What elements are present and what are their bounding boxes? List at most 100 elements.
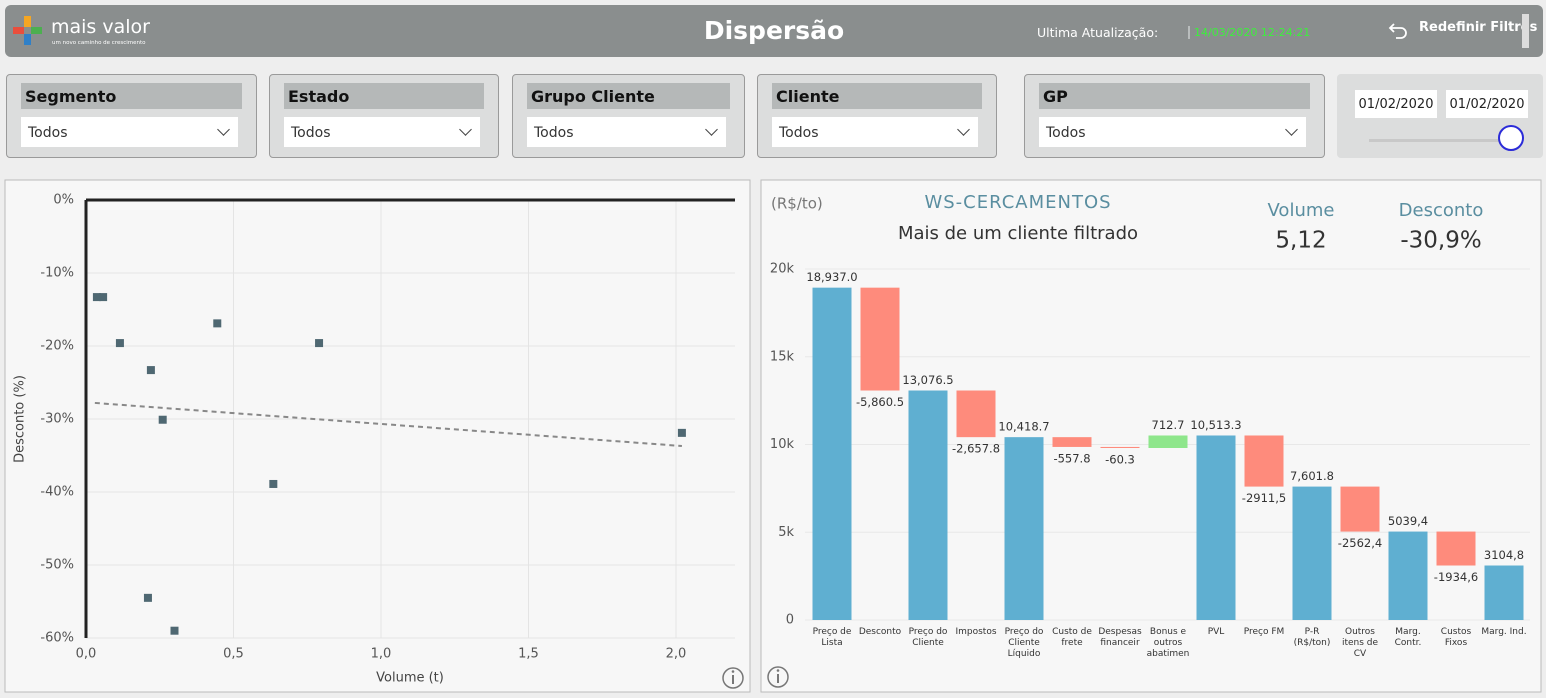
info-icon[interactable] — [767, 666, 789, 688]
kpi-label: Desconto — [1399, 200, 1484, 221]
x-tick-label: Marg. Contr. — [1394, 627, 1422, 648]
value-label: 10,513.3 — [1190, 418, 1241, 432]
filter-box: GP Todos — [1024, 74, 1325, 158]
x-tick-label-box: Desconto — [859, 627, 901, 637]
scatter-point — [170, 626, 179, 635]
bar — [1148, 435, 1188, 448]
scatter-point — [99, 293, 108, 302]
bar — [812, 287, 852, 620]
info-icon[interactable] — [722, 667, 744, 689]
update-value: 14/03/2020 12:24:21 — [1188, 26, 1310, 39]
scatter-point — [146, 366, 155, 375]
bar — [1196, 435, 1236, 620]
x-tick-label: Marg. Ind. — [1481, 627, 1527, 637]
chevron — [1285, 123, 1298, 136]
x-tick-label: 0,5 — [223, 647, 244, 662]
x-tick-label-box: Preço FM — [1243, 627, 1285, 637]
bar — [1484, 565, 1524, 620]
filter-label: Cliente — [772, 83, 982, 109]
x-tick-label-box: Custo de frete — [1052, 627, 1092, 648]
unit-label: (R$/to) — [771, 195, 823, 213]
y-tick-label: -50% — [40, 558, 74, 573]
x-tick-label-box: Outros itens de CV — [1341, 627, 1379, 659]
x-tick-label-box: PVL — [1207, 627, 1225, 637]
x-tick-label: Preço FM — [1243, 627, 1285, 637]
value-label: 5039,4 — [1388, 514, 1428, 528]
filter-box: Estado Todos — [269, 74, 499, 158]
x-axis-title: Volume (t) — [376, 671, 444, 686]
value-label: 7,601.8 — [1290, 469, 1334, 483]
value-label: 10,418.7 — [998, 420, 1049, 434]
x-tick-label-box: Impostos — [955, 627, 997, 637]
slider-handle[interactable] — [1498, 125, 1524, 151]
page-title: Dispersão — [703, 16, 845, 45]
x-tick-label-box: Custos Fixos — [1440, 627, 1472, 648]
scatter-point — [213, 319, 222, 328]
x-tick-label: Custos Fixos — [1440, 627, 1472, 648]
y-tick-label: 20k — [770, 262, 795, 277]
update-label: Ultima Atualização: — [1037, 25, 1159, 40]
filter-dropdown[interactable]: Todos — [21, 117, 238, 147]
x-tick-label: Preço do Cliente — [908, 627, 948, 648]
scrollbar — [1522, 14, 1529, 48]
tagline: um novo caminho de crescimento — [52, 40, 146, 46]
x-tick-label-box: Despesas financeir — [1098, 627, 1141, 648]
x-tick-label: Custo de frete — [1052, 627, 1092, 648]
bar — [1100, 446, 1140, 448]
x-tick-label: PVL — [1207, 627, 1225, 637]
x-tick-label-box: Bonus e outros abatimen — [1146, 627, 1190, 659]
chevron — [957, 123, 970, 136]
x-tick-label: P-R (R$/ton) — [1293, 627, 1331, 648]
brand: mais valor — [51, 16, 150, 38]
chevron — [459, 123, 472, 136]
x-tick-label: 2,0 — [666, 647, 687, 662]
logo-icon — [13, 16, 42, 45]
filter-dropdown[interactable]: Todos — [284, 117, 480, 147]
scatter-point — [677, 428, 686, 437]
filter-label: GP — [1039, 83, 1310, 109]
value-label: 3104,8 — [1484, 548, 1524, 562]
x-tick-label: 1,0 — [371, 647, 392, 662]
reset-button[interactable]: Redefinir Filtros — [1419, 20, 1538, 35]
filter-label: Estado — [284, 83, 484, 109]
chevron — [705, 123, 718, 136]
date-end[interactable]: 01/02/2020 — [1446, 90, 1528, 118]
filter-label: Segmento — [21, 83, 242, 109]
bar — [1244, 435, 1284, 487]
y-tick-label: 0% — [53, 193, 74, 208]
value-label: -5,860.5 — [856, 395, 904, 409]
filter-box: Grupo Cliente Todos — [512, 74, 745, 158]
filter-dropdown[interactable]: Todos — [772, 117, 978, 147]
scatter-point — [315, 339, 324, 348]
bar — [908, 390, 948, 620]
x-tick-label-box: Marg. Ind. — [1481, 627, 1527, 637]
y-tick-label: -10% — [40, 266, 74, 281]
filter-dropdown[interactable]: Todos — [1039, 117, 1306, 147]
y-tick-label: -60% — [40, 631, 74, 646]
scatter-point — [92, 293, 101, 302]
x-tick-label: Preço de Lista — [812, 627, 852, 648]
trendline — [94, 401, 682, 448]
y-axis-title: Desconto (%) — [13, 375, 28, 463]
x-tick-label-box: Marg. Contr. — [1394, 627, 1422, 648]
date-start[interactable]: 01/02/2020 — [1355, 90, 1437, 118]
scatter-point — [158, 415, 167, 424]
x-tick-label: Preço do Cliente Líquido — [1004, 627, 1044, 659]
filter-dropdown[interactable]: Todos — [527, 117, 726, 147]
x-tick-label: Bonus e outros abatimen — [1146, 627, 1190, 659]
y-tick-label: -30% — [40, 412, 74, 427]
filter-label: Grupo Cliente — [527, 83, 730, 109]
x-tick-label: 1,5 — [518, 647, 539, 662]
value-label: -557.8 — [1053, 451, 1090, 465]
x-tick-label: Impostos — [955, 627, 997, 637]
y-tick-label: 5k — [778, 525, 794, 540]
chart-title: WS-CERCAMENTOS — [924, 192, 1111, 213]
bar — [1436, 531, 1476, 566]
value-label: -2911,5 — [1242, 491, 1286, 505]
y-tick-label: 0 — [786, 613, 794, 628]
x-tick-label: Outros itens de CV — [1341, 627, 1379, 659]
bar — [860, 287, 900, 391]
reset-icon[interactable] — [1388, 20, 1410, 40]
